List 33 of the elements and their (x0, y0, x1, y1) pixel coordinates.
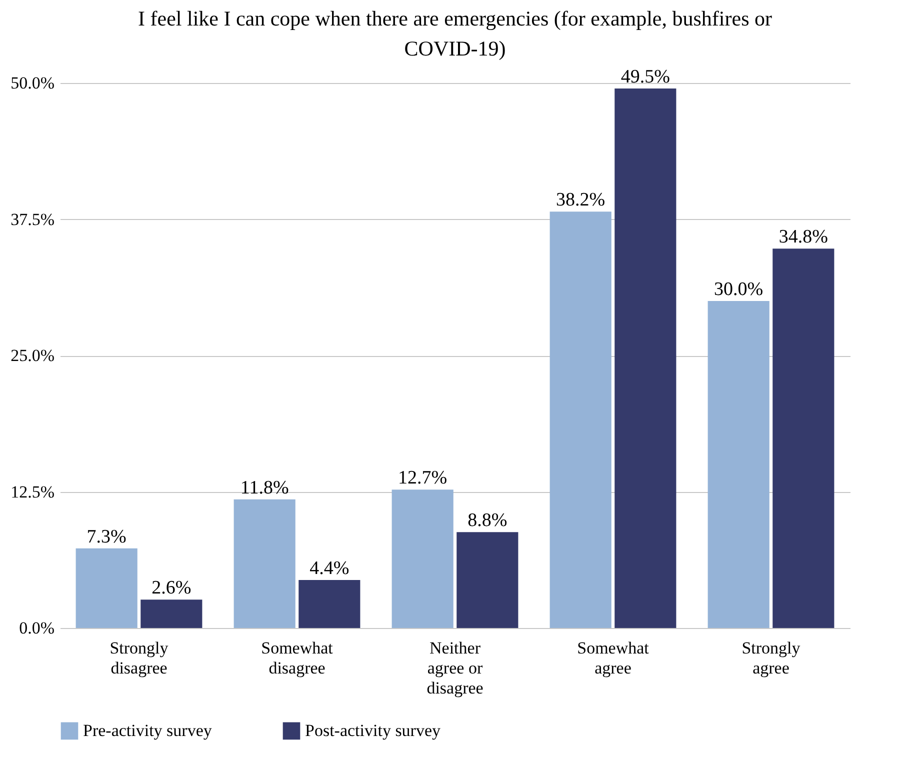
x-tick-label: Neither agree or disagree (426, 638, 484, 698)
x-tick-label: Somewhat disagree (261, 638, 334, 678)
y-tick-label: 12.5% (10, 482, 54, 502)
x-tick-label: Strongly disagree (110, 638, 169, 678)
y-tick-label: 50.0% (10, 74, 54, 92)
x-tick-label: Strongly agree (742, 638, 801, 678)
data-label: 38.2% (556, 190, 606, 211)
bar (708, 301, 770, 628)
data-label: 11.8% (240, 477, 289, 498)
y-tick-label: 37.5% (10, 210, 54, 229)
legend-label: Pre-activity survey (83, 720, 212, 740)
bar (614, 88, 676, 628)
bar (456, 532, 518, 628)
data-label: 8.8% (468, 510, 508, 532)
data-label: 34.8% (778, 226, 828, 248)
bar (140, 600, 202, 628)
bar (392, 490, 454, 628)
data-label: 4.4% (310, 558, 350, 580)
bar (772, 248, 834, 628)
data-label: 12.7% (398, 468, 448, 489)
y-tick-label: 25.0% (10, 346, 54, 365)
data-label: 2.6% (152, 578, 192, 599)
data-label: 7.3% (86, 526, 127, 548)
chart-title: I feel like I can cope when there are emergencies (for example, bushfires or COVID-19) (138, 6, 772, 60)
bar (550, 212, 612, 628)
data-label: 30.0% (714, 279, 764, 300)
legend-label: Post-activity survey (305, 720, 442, 740)
data-label: 49.5% (620, 66, 670, 88)
bar (234, 499, 296, 628)
bar (76, 548, 138, 628)
bar (298, 580, 360, 628)
y-tick-label: 0.0% (19, 618, 54, 638)
x-tick-label: Somewhat agree (577, 638, 650, 678)
